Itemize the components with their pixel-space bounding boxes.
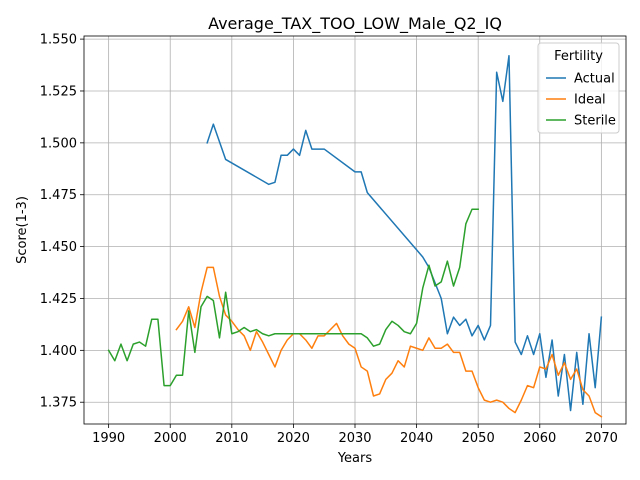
series-line-actual (206, 54, 603, 412)
y-tick-label: 1.375 (40, 396, 77, 411)
x-axis-label: Years (337, 451, 373, 466)
x-tick-label: 2020 (277, 431, 310, 446)
legend-label-actual: Actual (574, 72, 615, 87)
y-tick-label: 1.475 (40, 188, 77, 203)
y-tick-label: 1.500 (40, 136, 77, 151)
series-line-ideal (175, 266, 603, 418)
legend-box (537, 42, 620, 134)
x-tick-label: 2000 (154, 431, 187, 446)
legend-title: Fertility (554, 49, 603, 64)
legend-label-sterile: Sterile (574, 114, 616, 129)
x-tick-label: 2040 (400, 431, 433, 446)
y-tick-label: 1.525 (40, 84, 77, 99)
series-line-sterile (107, 208, 479, 387)
y-tick-label: 1.400 (40, 344, 77, 359)
y-tick-label: 1.550 (40, 33, 77, 48)
axis-ticks: 1990 2000 2010 2020 2030 2040 2050 2060 2070 1.37… (40, 33, 618, 446)
x-tick-label: 2070 (585, 431, 618, 446)
chart-title: Average_TAX_TOO_LOW_Male_Q2_IQ (208, 14, 502, 34)
x-tick-label: 2010 (215, 431, 248, 446)
x-tick-label: 2030 (338, 431, 371, 446)
y-tick-label: 1.450 (40, 240, 77, 255)
x-tick-label: 1990 (92, 431, 125, 446)
legend: Fertility Actual Ideal Sterile (537, 42, 620, 134)
legend-label-ideal: Ideal (574, 93, 606, 108)
x-tick-label: 2050 (462, 431, 495, 446)
y-axis-label: Score(1-3) (15, 196, 30, 264)
x-tick-label: 2060 (523, 431, 556, 446)
series-lines (107, 54, 603, 418)
y-tick-label: 1.425 (40, 292, 77, 307)
